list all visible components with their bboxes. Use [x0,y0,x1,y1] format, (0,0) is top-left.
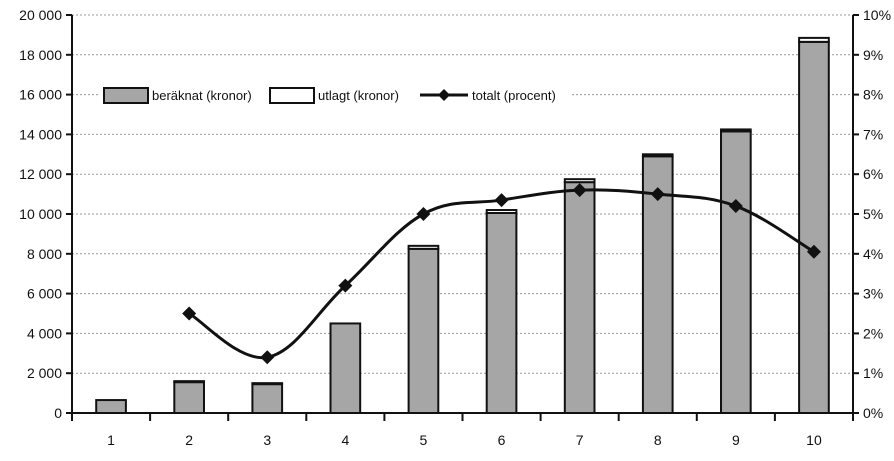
x-tick-label: 10 [806,432,822,448]
bar-utlagt [251,382,284,386]
legend-label-beraknat: beräknat (kronor) [152,88,252,103]
left-tick-label: 2 000 [27,365,62,381]
x-tick-label: 5 [420,432,428,448]
percent-marker [806,244,821,259]
x-tick-label: 2 [185,432,193,448]
x-tick-label: 9 [732,432,740,448]
right-tick-label: 9% [863,47,883,63]
legend-swatch-utlagt [269,87,315,104]
bar-utlagt [407,244,440,250]
percent-marker [572,183,587,198]
x-tick-label: 4 [341,432,349,448]
left-tick-label: 8 000 [27,246,62,262]
right-tick-label: 5% [863,206,883,222]
right-tick-label: 8% [863,87,883,103]
bar-utlagt [798,36,830,43]
left-tick-label: 16 000 [19,87,62,103]
bar-utlagt [485,209,518,215]
percent-marker [650,187,665,202]
bar-beraknat [329,322,362,415]
left-tick-label: 18 000 [19,47,62,63]
right-tick-label: 6% [863,166,883,182]
percent-marker [494,193,509,208]
legend-marker-totalt [438,89,450,101]
x-tick-label: 8 [654,432,662,448]
x-tick-label: 6 [498,432,506,448]
left-tick-label: 10 000 [19,206,62,222]
bar-beraknat [251,383,284,414]
bar-beraknat [407,247,440,414]
legend-label-totalt: totalt (procent) [472,88,556,103]
right-tick-label: 3% [863,286,883,302]
percent-marker [182,306,197,321]
left-tick-label: 4 000 [27,325,62,341]
bar-beraknat [173,381,205,414]
percent-marker [260,350,275,365]
legend-label-utlagt: utlagt (kronor) [318,88,399,103]
x-tick-label: 7 [576,432,584,448]
bar-utlagt [563,178,596,184]
bar-beraknat [720,130,752,414]
bar-beraknat [95,399,127,415]
legend: beräknat (kronor) utlagt (kronor) totalt (… [100,84,570,106]
right-tick-label: 4% [863,246,883,262]
bar-beraknat [641,155,674,414]
left-tick-label: 20 000 [19,7,62,23]
percent-marker [416,207,431,221]
left-tick-label: 12 000 [19,166,62,182]
bar-utlagt [173,380,205,384]
bar-utlagt [720,128,752,133]
right-tick-label: 10% [863,7,891,23]
right-tick-label: 2% [863,325,883,341]
x-tick-label: 3 [263,432,271,448]
percent-marker [728,199,743,214]
right-tick-label: 1% [863,365,883,381]
axes: 0 2 000 4 000 6 000 8 000 10 000 12 000 14 000 1… [19,7,891,448]
percent-marker [338,278,353,293]
bar-utlagt [641,153,674,158]
right-tick-label: 0% [863,405,883,421]
right-tick-label: 7% [863,126,883,142]
bar-beraknat [485,212,518,414]
bar-beraknat [563,181,596,414]
left-tick-label: 6 000 [27,286,62,302]
legend-swatch-beraknat [103,87,149,104]
left-tick-label: 0 [54,405,62,421]
percent-line-path [188,188,815,359]
bars [95,36,830,415]
bar-beraknat [798,40,830,415]
left-tick-label: 14 000 [19,126,62,142]
x-tick-label: 1 [107,432,115,448]
legend-background [100,84,570,106]
percent-line [182,183,821,365]
